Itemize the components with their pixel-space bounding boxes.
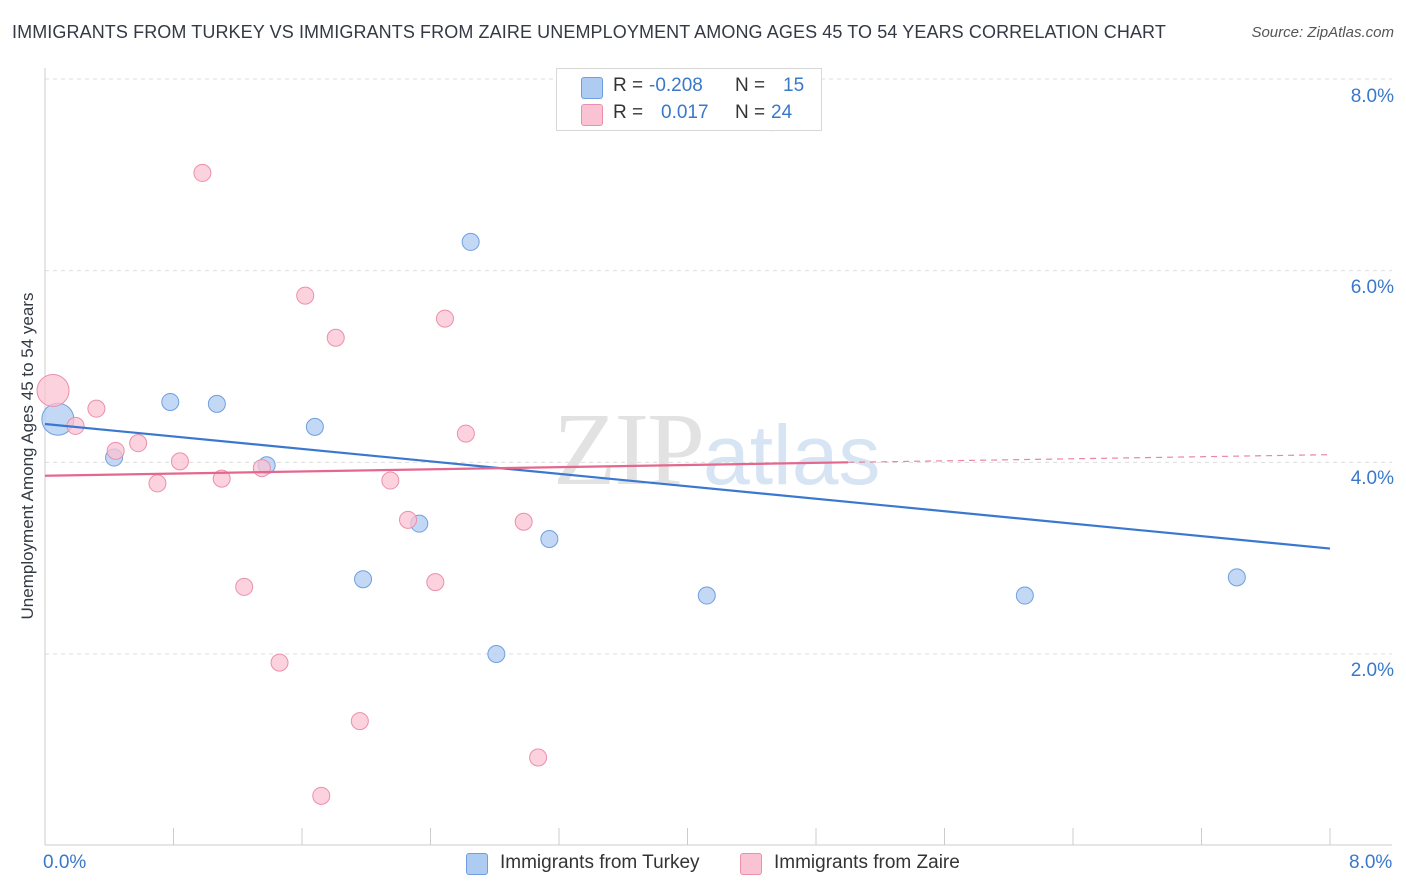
y-tick-label-4: 4.0%	[1350, 468, 1394, 489]
turkey-point-9	[487, 645, 506, 663]
n-value: 15	[783, 75, 805, 96]
zaire-point-22	[529, 748, 548, 767]
legend-item-zaire: Immigrants from Zaire	[740, 852, 1000, 878]
zaire-point-14	[326, 328, 345, 347]
stats-legend-row-turkey: R = -0.208 N = 15	[577, 75, 817, 99]
zaire-point-11	[270, 653, 289, 672]
zaire-point-20	[456, 424, 475, 443]
turkey-point-6	[354, 570, 373, 589]
x-tick-label-min: 0.0%	[43, 852, 87, 873]
y-tick-label-8: 8.0%	[1350, 86, 1394, 107]
turkey-point-11	[697, 586, 716, 605]
zaire-point-8	[212, 469, 231, 488]
zaire-point-9	[235, 577, 254, 596]
zaire-point-2	[87, 399, 106, 418]
turkey-point-10	[540, 530, 559, 548]
zaire-legend-label: Immigrants from Zaire	[774, 852, 960, 873]
zaire-legend-swatch	[740, 853, 762, 875]
zaire-trend-extension	[848, 454, 1331, 463]
zaire-point-7	[193, 163, 212, 182]
n-value: 24	[771, 102, 793, 123]
n-label: N =	[735, 102, 766, 123]
r-label: R =	[613, 102, 644, 123]
stats-legend: R = -0.208 N = 15 R = 0.017 N = 24	[556, 68, 822, 131]
turkey-trend-line	[44, 422, 1331, 550]
zaire-point-10	[252, 459, 271, 478]
turkey-point-5	[305, 417, 324, 436]
zaire-point-19	[435, 309, 454, 328]
r-label: R =	[613, 75, 644, 96]
n-label: N =	[735, 75, 766, 96]
turkey-point-8	[461, 232, 480, 251]
turkey-point-13	[1015, 586, 1034, 605]
zaire-point-16	[381, 471, 400, 490]
r-value: 0.017	[661, 102, 709, 123]
zaire-swatch	[581, 104, 603, 126]
zaire-point-18	[426, 573, 445, 592]
zaire-point-6	[170, 452, 189, 471]
watermark-atlas: atlas	[703, 408, 881, 502]
zaire-point-13	[312, 786, 331, 805]
watermark: ZIPatlas	[553, 390, 880, 509]
turkey-swatch	[581, 77, 603, 99]
zaire-point-21	[514, 512, 533, 531]
stats-legend-row-zaire: R = 0.017 N = 24	[577, 102, 817, 126]
turkey-point-2	[161, 392, 180, 411]
zaire-point-5	[148, 474, 167, 493]
zaire-point-0	[36, 373, 70, 407]
legend-item-turkey: Immigrants from Turkey	[466, 852, 726, 878]
source-note: Source: ZipAtlas.com	[1251, 24, 1394, 41]
y-tick-label-2: 2.0%	[1350, 660, 1394, 681]
zaire-trend-line	[44, 461, 849, 477]
zaire-point-4	[129, 434, 148, 453]
x-tick-label-max: 8.0%	[1349, 852, 1393, 873]
watermark-zip: ZIP	[553, 392, 705, 507]
y-tick-label-6: 6.0%	[1350, 277, 1394, 298]
zaire-point-12	[296, 286, 315, 305]
zaire-point-17	[399, 510, 418, 529]
turkey-legend-swatch	[466, 853, 488, 875]
turkey-point-14	[1227, 568, 1246, 587]
zaire-point-3	[106, 441, 125, 460]
zaire-point-15	[350, 712, 369, 731]
r-value: -0.208	[649, 75, 703, 96]
chart-title: IMMIGRANTS FROM TURKEY VS IMMIGRANTS FRO…	[12, 22, 1166, 42]
turkey-legend-label: Immigrants from Turkey	[500, 852, 700, 873]
turkey-point-3	[207, 394, 226, 413]
